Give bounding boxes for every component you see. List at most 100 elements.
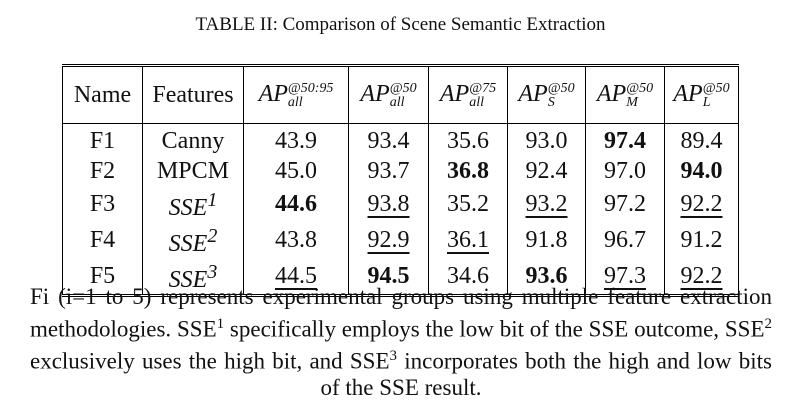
table-cell: 89.4: [664, 123, 739, 156]
header-cell: AP @50 M: [585, 65, 665, 124]
superscript: @50: [389, 80, 417, 96]
table-cell: 36.1: [428, 222, 508, 258]
caption-text: Fi (i=1 to 5) represents experimental gr…: [30, 284, 772, 342]
symbol: AP: [596, 81, 627, 108]
table-cell: 34.6: [428, 258, 508, 296]
table-cell: 35.6: [428, 123, 508, 156]
superscript: @75: [469, 80, 497, 96]
subscript: all: [389, 94, 405, 110]
table-cell: 93.4: [348, 123, 429, 156]
table-cell: SSE2: [142, 222, 244, 258]
table: Name Features AP @50:95 all AP @50 all AP @75 all A…: [62, 64, 739, 297]
table-cell: F2: [62, 156, 143, 186]
cell-value: 97.3: [604, 263, 646, 289]
cell-value: 44.5: [275, 263, 317, 289]
table-cell: 43.9: [243, 123, 349, 156]
table-cell: 92.4: [507, 156, 586, 186]
table-cell: 94.0: [664, 156, 739, 186]
table-cell: 97.4: [585, 123, 665, 156]
table-row: F4 SSE2 43.8 92.9 36.1 91.8 96.7 91.2: [62, 222, 739, 258]
header-cell: AP @75 all: [428, 65, 508, 124]
table-cell: 44.6: [243, 186, 349, 222]
subscript: M: [626, 94, 638, 110]
table-cell: 45.0: [243, 156, 349, 186]
table-cell: 91.2: [664, 222, 739, 258]
table-cell: 92.2: [664, 258, 739, 296]
script-stack: @50 L: [702, 80, 730, 110]
header-cell: AP @50 all: [348, 65, 429, 124]
table-cell: 93.8: [348, 186, 429, 222]
superscript: 2: [764, 315, 773, 332]
cell-value: 36.8: [447, 158, 489, 184]
cell-value: 92.2: [680, 263, 723, 289]
header-cell: Name: [62, 65, 143, 124]
cell-value: 44.6: [275, 191, 317, 217]
caption-text: incorporates both the high and low bits …: [320, 348, 773, 400]
table-cell: Canny: [142, 123, 244, 156]
superscript: 1: [207, 189, 218, 211]
subscript: L: [702, 94, 711, 110]
table-title: TABLE II: Comparison of Scene Semantic E…: [195, 14, 606, 35]
table-cell: 43.8: [243, 222, 349, 258]
table-cell: 92.2: [664, 186, 739, 222]
superscript: 2: [207, 225, 218, 247]
symbol: AP: [518, 81, 548, 108]
superscript: @50: [702, 80, 730, 96]
header-cell: AP @50 L: [664, 65, 739, 124]
superscript: 1: [216, 315, 225, 332]
table-cell: MPCM: [142, 156, 244, 186]
symbol: AP: [258, 81, 288, 108]
subscript: S: [547, 94, 555, 110]
table-cell: 94.5: [348, 258, 429, 296]
table-cell: F3: [62, 186, 143, 222]
script-stack: @50:95 all: [287, 80, 334, 110]
table-cell: SSE3: [142, 258, 244, 296]
symbol: SSE: [168, 195, 208, 221]
table-cell: 91.8: [507, 222, 586, 258]
symbol: AP: [439, 81, 470, 108]
table-cell: 92.9: [348, 222, 429, 258]
cell-value: 93.6: [525, 263, 568, 289]
superscript: @50:95: [287, 80, 334, 96]
table-cell: SSE1: [142, 186, 244, 222]
table-row: F3 SSE1 44.6 93.8 35.2 93.2 97.2 92.2: [62, 186, 739, 222]
cell-value: 93.8: [367, 191, 410, 217]
superscript: @50: [547, 80, 575, 96]
table-row: F1 Canny 43.9 93.4 35.6 93.0 97.4 89.4: [62, 123, 739, 156]
table-cell: 93.7: [348, 156, 429, 186]
symbol: AP: [673, 81, 703, 108]
subscript: all: [287, 94, 303, 110]
cell-value: 94.5: [367, 263, 410, 289]
table-cell: 93.6: [507, 258, 586, 296]
table-row: F5 SSE3 44.5 94.5 34.6 93.6 97.3 92.2: [62, 258, 739, 296]
script-stack: @75 all: [469, 80, 497, 110]
table-cell: 35.2: [428, 186, 508, 222]
symbol: AP: [360, 81, 390, 108]
table-cell: 97.0: [585, 156, 665, 186]
cell-value: 97.4: [604, 128, 646, 154]
symbol: SSE: [168, 267, 208, 293]
caption: Fi (i=1 to 5) represents experimental gr…: [30, 284, 772, 401]
symbol: SSE: [168, 231, 208, 257]
script-stack: @50 S: [547, 80, 575, 110]
superscript: 3: [207, 261, 218, 283]
cell-value: 92.2: [680, 191, 723, 217]
table-cell: 97.3: [585, 258, 665, 296]
table-cell: 97.2: [585, 186, 665, 222]
superscript: 3: [389, 347, 398, 364]
table-cell: F1: [62, 123, 143, 156]
table-cell: F5: [62, 258, 143, 296]
cell-value: 92.9: [367, 227, 410, 253]
table-cell: 93.0: [507, 123, 586, 156]
table-cell: 96.7: [585, 222, 665, 258]
table-cell: 36.8: [428, 156, 508, 186]
table-cell: 93.2: [507, 186, 586, 222]
header-row: Name Features AP @50:95 all AP @50 all AP @75 all A…: [62, 65, 739, 124]
superscript: @50: [626, 80, 654, 96]
caption-text: exclusively uses the high bit, and SSE: [30, 348, 390, 374]
script-stack: @50 all: [389, 80, 417, 110]
caption-text: specifically employs the low bit of the …: [224, 316, 765, 342]
subscript: all: [469, 94, 484, 110]
header-cell: AP @50 S: [507, 65, 586, 124]
